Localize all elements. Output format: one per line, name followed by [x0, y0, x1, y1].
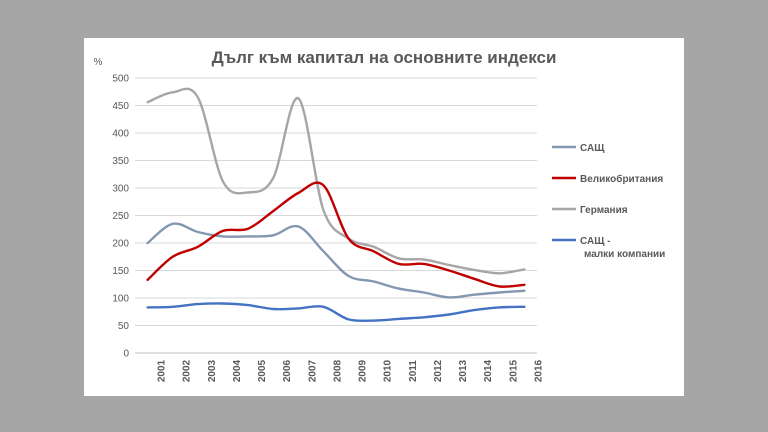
y-tick-label: 50 [118, 321, 130, 332]
y-tick-label: 300 [112, 184, 129, 195]
x-tick-label: 2010 [383, 359, 394, 382]
y-axis-unit: % [94, 57, 103, 68]
x-tick-label: 2002 [182, 359, 193, 382]
legend-label: Германия [580, 205, 628, 216]
chart-card: Дълг към капитал на основните индекси % … [84, 38, 684, 396]
x-tick-label: 2006 [282, 359, 293, 382]
y-tick-label: 250 [112, 211, 129, 222]
line-chart: Дълг към капитал на основните индекси % … [94, 48, 666, 382]
legend-label: САЩ [580, 143, 605, 154]
y-tick-label: 450 [112, 101, 129, 112]
x-tick-label: 2012 [433, 359, 444, 382]
x-tick-label: 2015 [508, 359, 519, 382]
x-tick-label: 2008 [332, 359, 343, 382]
x-tick-label: 2013 [458, 359, 469, 382]
x-tick-label: 2014 [483, 359, 494, 382]
y-tick-label: 200 [112, 239, 129, 250]
x-tick-label: 2005 [257, 359, 268, 382]
y-tick-label: 500 [112, 74, 129, 85]
legend-label: САЩ - малки компании [580, 236, 665, 260]
x-tick-label: 2011 [408, 360, 419, 382]
y-tick-label: 400 [112, 129, 129, 140]
y-tick-label: 150 [112, 266, 129, 277]
y-tick-label: 100 [112, 294, 129, 305]
y-tick-label: 0 [123, 349, 129, 360]
series-line-4 [146, 302, 526, 323]
x-tick-label: 2003 [207, 359, 218, 382]
series-line-2 [146, 181, 526, 288]
x-tick-label: 2004 [232, 359, 243, 382]
chart-title: Дълг към капитал на основните индекси [212, 48, 557, 67]
y-tick-label: 350 [112, 156, 129, 167]
x-tick-label: 2009 [358, 359, 369, 382]
series-line-3 [146, 87, 526, 275]
x-tick-label: 2001 [157, 359, 168, 382]
legend-label: Великобритания [580, 173, 663, 185]
x-tick-label: 2016 [533, 359, 544, 382]
series-line-1 [146, 222, 526, 299]
x-tick-label: 2007 [307, 359, 318, 382]
